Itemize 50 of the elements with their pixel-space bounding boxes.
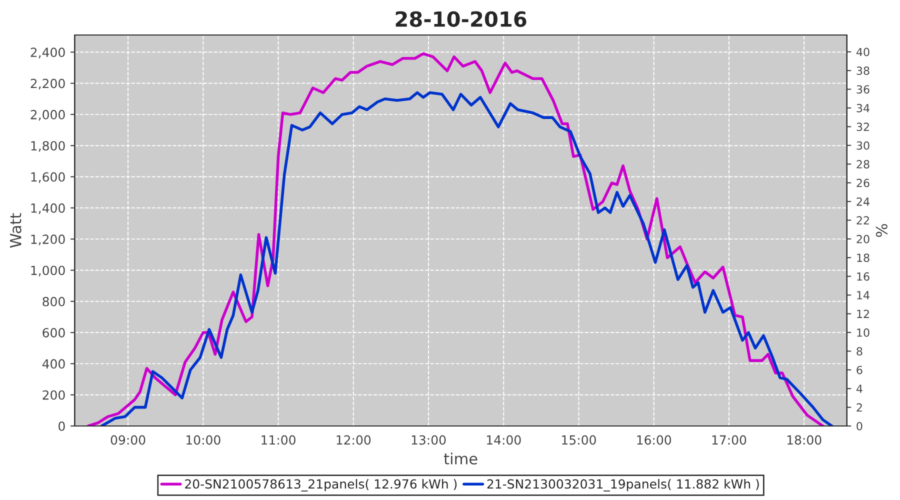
y-tick-label: 1,400 bbox=[31, 203, 65, 214]
y2-tick-label: 22 bbox=[856, 216, 869, 224]
y-tick-label: 2,400 bbox=[30, 48, 65, 58]
y-tick-label: 600 bbox=[42, 328, 65, 338]
y-tick-label: 800 bbox=[42, 296, 65, 306]
x-tick-label: 17:00 bbox=[712, 435, 746, 445]
y2-tick-label: 8 bbox=[856, 347, 862, 356]
x-tick-label: 14:00 bbox=[486, 435, 521, 445]
y-tick-label: 1,000 bbox=[31, 266, 65, 276]
y2-tick-label: 0 bbox=[856, 422, 862, 430]
x-axis-title: time bbox=[444, 452, 478, 465]
chart-title: 28-10-2016 bbox=[396, 11, 526, 27]
y2-tick-label: 20 bbox=[856, 234, 870, 244]
y-tick-label: 1,600 bbox=[31, 172, 65, 183]
y2-tick-label: 6 bbox=[856, 366, 862, 374]
x-tick-label: 15:00 bbox=[562, 435, 596, 445]
y-tick-label: 400 bbox=[42, 359, 65, 369]
legend-label: 20-SN2100578613_21panels( 12.976 kWh ) bbox=[185, 479, 457, 492]
x-tick-label: 12:00 bbox=[336, 435, 371, 445]
y2-tick-label: 10 bbox=[857, 328, 870, 337]
legend-label: 21-SN2130032031_19panels( 11.882 kWh ) bbox=[487, 479, 759, 492]
y2-tick-label: 12 bbox=[857, 310, 869, 318]
y-axis-title: Watt bbox=[10, 213, 22, 248]
y2-tick-label: 28 bbox=[856, 160, 870, 168]
y2-tick-label: 36 bbox=[856, 85, 870, 94]
x-tick-label: 09:00 bbox=[110, 435, 146, 445]
y2-tick-label: 30 bbox=[856, 141, 870, 150]
y2-tick-label: 14 bbox=[857, 291, 870, 300]
x-tick-label: 16:00 bbox=[637, 435, 672, 445]
y-tick-label: 2,200 bbox=[30, 78, 65, 90]
x-tick-label: 10:00 bbox=[186, 435, 220, 445]
y2-tick-label: 38 bbox=[856, 66, 870, 75]
y-tick-label: 1,800 bbox=[31, 141, 65, 152]
x-tick-label: 13:00 bbox=[412, 435, 446, 445]
y-tick-label: 200 bbox=[42, 390, 65, 400]
x-tick-label: 18:00 bbox=[787, 435, 822, 445]
y2-tick-label: 34 bbox=[856, 104, 870, 112]
y2-tick-label: 18 bbox=[857, 254, 870, 262]
y-tick-label: 0 bbox=[58, 421, 65, 431]
y2-tick-label: 16 bbox=[857, 272, 870, 281]
y2-tick-label: 4 bbox=[856, 384, 862, 393]
x-tick-label: 11:00 bbox=[262, 435, 296, 445]
y2-tick-label: 26 bbox=[856, 178, 870, 188]
y-tick-label: 2,000 bbox=[30, 110, 65, 121]
y2-tick-label: 2 bbox=[856, 403, 862, 412]
y2-tick-label: 24 bbox=[856, 197, 870, 206]
y-tick-label: 1,200 bbox=[31, 234, 65, 246]
y2-tick-label: 40 bbox=[856, 48, 870, 56]
y2-tick-label: 32 bbox=[856, 122, 869, 132]
y2-axis-title: % bbox=[876, 224, 888, 237]
